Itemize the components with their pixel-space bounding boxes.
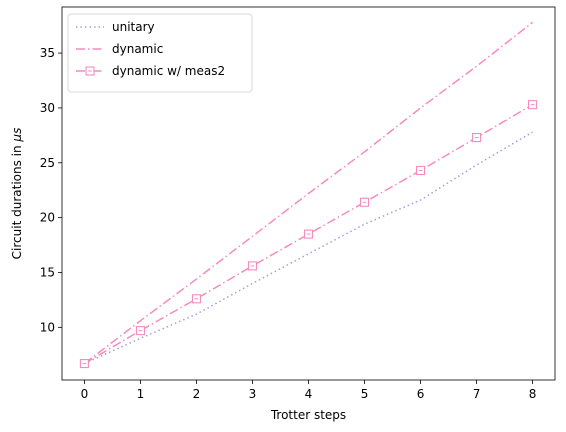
x-tick-label: 6 <box>417 387 425 401</box>
series-line-1 <box>83 21 534 365</box>
y-axis-label: Circuit durations in μs <box>10 128 24 260</box>
x-tick-label: 8 <box>529 387 537 401</box>
plot-frame <box>61 6 556 381</box>
x-tick-label: 2 <box>193 387 201 401</box>
y-axis-label-unit: μs <box>10 128 24 143</box>
series-line-0 <box>84 131 533 365</box>
series-line-2 <box>84 103 533 365</box>
x-tick-label: 5 <box>361 387 369 401</box>
ticks: 0 1 2 3 4 5 6 7 8 10 15 20 25 30 35 <box>40 46 537 401</box>
y-tick-label: 25 <box>40 156 55 170</box>
x-tick-label: 3 <box>249 387 257 401</box>
x-tick-label: 4 <box>305 387 313 401</box>
legend: unitary dynamic dynamic w/ meas2 <box>67 13 253 93</box>
legend-box <box>67 13 253 93</box>
y-tick-label: 10 <box>40 320 55 334</box>
y-tick-label: 30 <box>40 101 55 115</box>
y-axis-label-prefix: Circuit durations in <box>10 142 24 260</box>
y-tick-label: 15 <box>40 265 55 279</box>
x-tick-label: 7 <box>473 387 481 401</box>
x-tick-label: 0 <box>81 387 89 401</box>
series-layer <box>79 21 538 369</box>
y-tick-label: 35 <box>40 46 55 60</box>
legend-entry: dynamic w/ meas2 <box>112 64 225 78</box>
x-tick-label: 1 <box>137 387 145 401</box>
x-axis-label: Trotter steps <box>270 408 346 422</box>
legend-entry: unitary <box>112 20 155 34</box>
y-tick-label: 20 <box>40 211 55 225</box>
legend-entry: dynamic <box>112 42 163 56</box>
